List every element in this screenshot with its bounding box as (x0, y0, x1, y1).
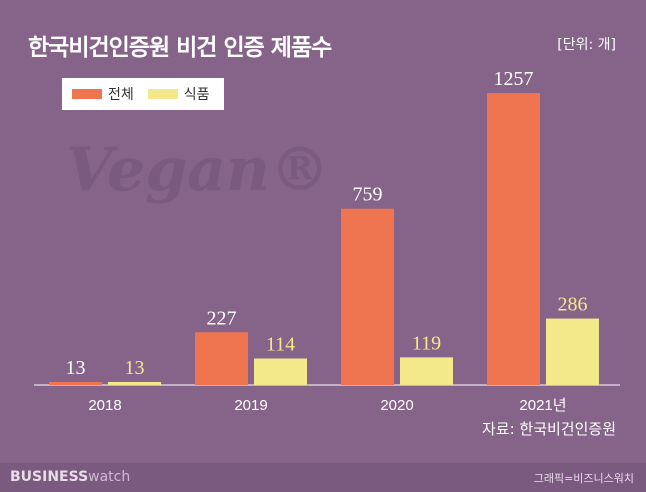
legend-swatch-total (72, 89, 102, 99)
legend-item-total: 전체 (72, 84, 134, 104)
x-tick-label: 2020 (380, 397, 413, 414)
legend-item-food: 식품 (147, 84, 210, 104)
legend: 전체 식품 (62, 78, 224, 110)
footer: BUSINESSwatch 그래픽=비즈니스워치 (0, 463, 646, 492)
unit-label: [단위: 개] (557, 37, 616, 53)
legend-swatch-food (147, 89, 178, 99)
bar-total (49, 381, 102, 385)
bar-food (108, 381, 161, 385)
x-tick-label: 2018 (88, 397, 121, 414)
data-label: 759 (353, 184, 383, 206)
data-label: 13 (125, 357, 145, 379)
data-label: 1257 (494, 68, 534, 90)
vegan-watermark-logo: Vegan® (66, 135, 330, 205)
data-label: 114 (266, 334, 295, 356)
bar-total (341, 208, 394, 385)
data-label: 119 (412, 332, 441, 354)
chart-title: 한국비건인증원 비건 인증 제품수 (28, 35, 332, 61)
bar-total (195, 332, 248, 385)
bar-total (487, 93, 540, 385)
graphic-credit: 그래픽=비즈니스워치 (533, 472, 634, 485)
bar-food (546, 318, 599, 385)
legend-label-total: 전체 (108, 87, 134, 103)
bar-food (254, 358, 307, 385)
plot-area: 2018 13 13 2019 227 114 2020 759 119 2021년 1257 286 (34, 68, 620, 414)
source-note: 자료: 한국비건인증원 (481, 420, 616, 438)
legend-label-food: 식품 (183, 87, 210, 103)
x-tick-label: 2019 (234, 397, 267, 414)
business-watch-logo: BUSINESSwatch (10, 469, 131, 485)
data-label: 286 (558, 294, 588, 316)
data-label: 227 (207, 307, 237, 329)
bar-food (400, 357, 453, 385)
x-tick-label: 2021년 (519, 397, 566, 414)
data-label: 13 (66, 357, 86, 379)
